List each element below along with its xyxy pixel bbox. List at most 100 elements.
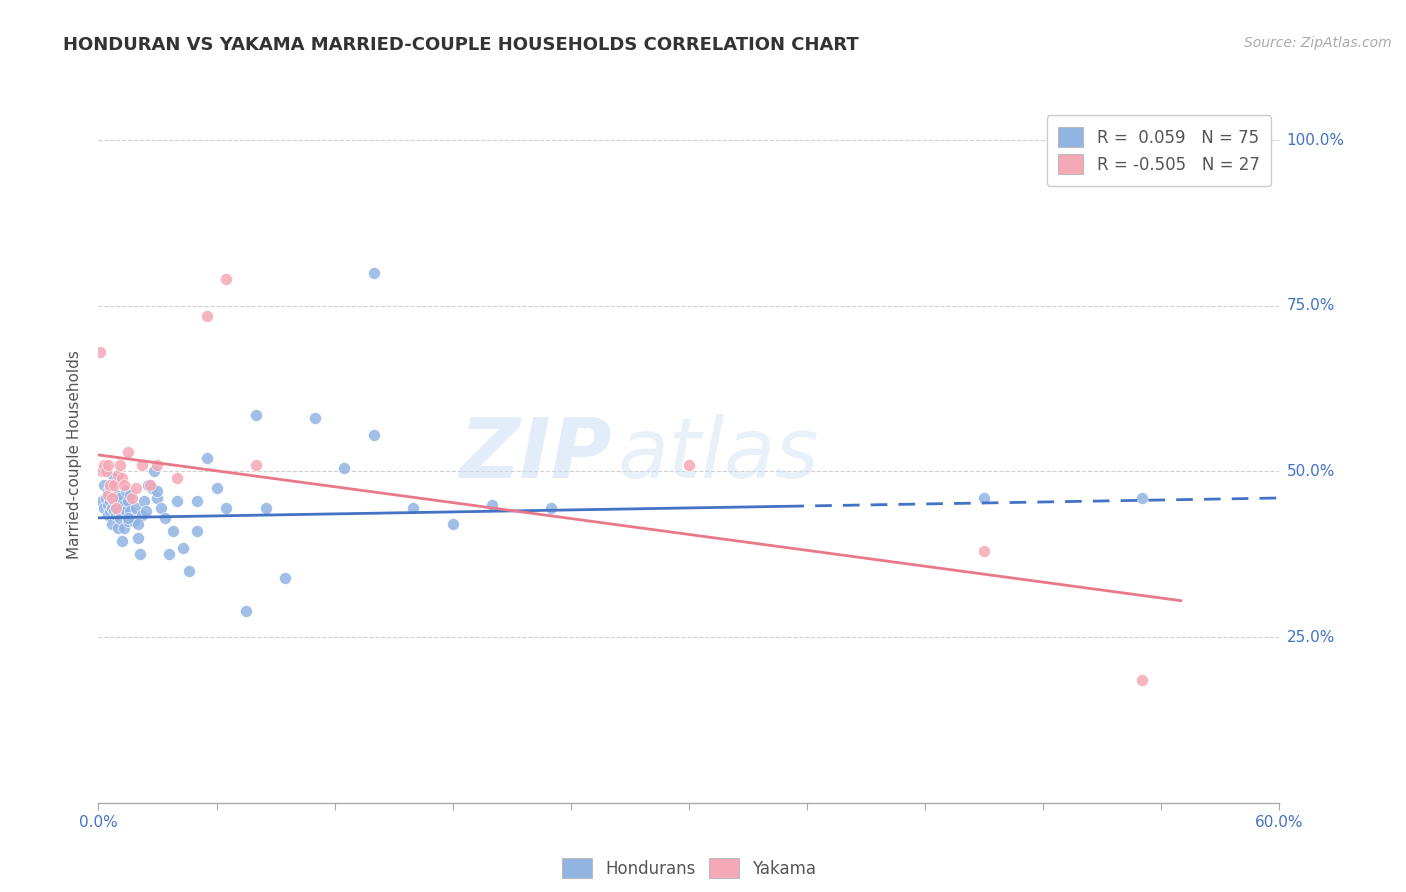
Point — [97, 508, 120, 522]
Point — [97, 484, 120, 499]
Point — [111, 534, 134, 549]
Point — [101, 500, 124, 515]
Point — [97, 458, 120, 472]
Point — [973, 491, 995, 505]
Point — [96, 491, 118, 505]
Point — [103, 477, 125, 491]
Point — [125, 500, 148, 515]
Point — [481, 498, 503, 512]
Point — [98, 494, 121, 508]
Point — [93, 477, 115, 491]
Point — [118, 504, 141, 518]
Point — [103, 471, 125, 485]
Point — [215, 272, 238, 286]
Text: atlas: atlas — [619, 415, 820, 495]
Point — [127, 517, 149, 532]
Point — [105, 500, 128, 515]
Point — [98, 477, 121, 491]
Point — [142, 465, 165, 479]
Point — [1130, 491, 1153, 505]
Point — [117, 494, 139, 508]
Point — [111, 471, 134, 485]
Point — [146, 458, 169, 472]
Point — [97, 498, 120, 512]
Point — [117, 511, 139, 525]
Point — [136, 477, 159, 491]
Point — [91, 465, 114, 479]
Point — [107, 521, 129, 535]
Point — [93, 500, 115, 515]
Point — [101, 488, 124, 502]
Point — [135, 504, 157, 518]
Point — [107, 491, 129, 505]
Point — [274, 570, 297, 584]
Text: 50.0%: 50.0% — [1286, 464, 1334, 479]
Point — [146, 491, 169, 505]
Point — [103, 504, 125, 518]
Point — [141, 481, 163, 495]
Point — [131, 508, 153, 522]
Point — [101, 517, 124, 532]
Point — [101, 491, 124, 505]
Point — [215, 500, 238, 515]
Text: 100.0%: 100.0% — [1286, 133, 1344, 148]
Text: 25.0%: 25.0% — [1286, 630, 1334, 645]
Text: HONDURAN VS YAKAMA MARRIED-COUPLE HOUSEHOLDS CORRELATION CHART: HONDURAN VS YAKAMA MARRIED-COUPLE HOUSEH… — [63, 36, 859, 54]
Point — [1130, 673, 1153, 688]
Text: 75.0%: 75.0% — [1286, 298, 1334, 313]
Point — [111, 500, 134, 515]
Point — [112, 477, 135, 491]
Point — [205, 481, 228, 495]
Point — [96, 465, 118, 479]
Point — [108, 491, 131, 505]
Point — [115, 504, 138, 518]
Point — [128, 547, 150, 561]
Point — [195, 451, 218, 466]
Point — [122, 514, 145, 528]
Point — [363, 266, 385, 280]
Point — [138, 477, 160, 491]
Point — [108, 511, 131, 525]
Point — [540, 500, 562, 515]
Point — [131, 458, 153, 472]
Point — [112, 521, 135, 535]
Point — [402, 500, 425, 515]
Point — [172, 541, 194, 555]
Point — [155, 511, 177, 525]
Point — [235, 604, 257, 618]
Point — [245, 408, 267, 422]
Point — [112, 498, 135, 512]
Y-axis label: Married-couple Households: Married-couple Households — [67, 351, 83, 559]
Point — [97, 488, 120, 502]
Point — [146, 484, 169, 499]
Point — [132, 494, 155, 508]
Point — [93, 458, 115, 472]
Point — [166, 494, 188, 508]
Text: ZIP: ZIP — [460, 415, 612, 495]
Text: Source: ZipAtlas.com: Source: ZipAtlas.com — [1244, 36, 1392, 50]
Point — [89, 345, 111, 359]
Legend: Hondurans, Yakama: Hondurans, Yakama — [555, 851, 823, 885]
Point — [108, 458, 131, 472]
Point — [245, 458, 267, 472]
Point — [150, 500, 173, 515]
Point — [973, 544, 995, 558]
Point — [121, 491, 143, 505]
Point — [98, 481, 121, 495]
Point — [98, 504, 121, 518]
Point — [177, 564, 200, 578]
Point — [186, 524, 208, 538]
Point — [91, 494, 114, 508]
Point — [333, 461, 356, 475]
Point — [115, 484, 138, 499]
Point — [363, 428, 385, 442]
Point — [186, 494, 208, 508]
Point — [118, 488, 141, 502]
Point — [121, 511, 143, 525]
Point — [166, 471, 188, 485]
Point — [678, 458, 700, 472]
Point — [254, 500, 277, 515]
Point — [103, 494, 125, 508]
Point — [162, 524, 184, 538]
Point — [96, 465, 118, 479]
